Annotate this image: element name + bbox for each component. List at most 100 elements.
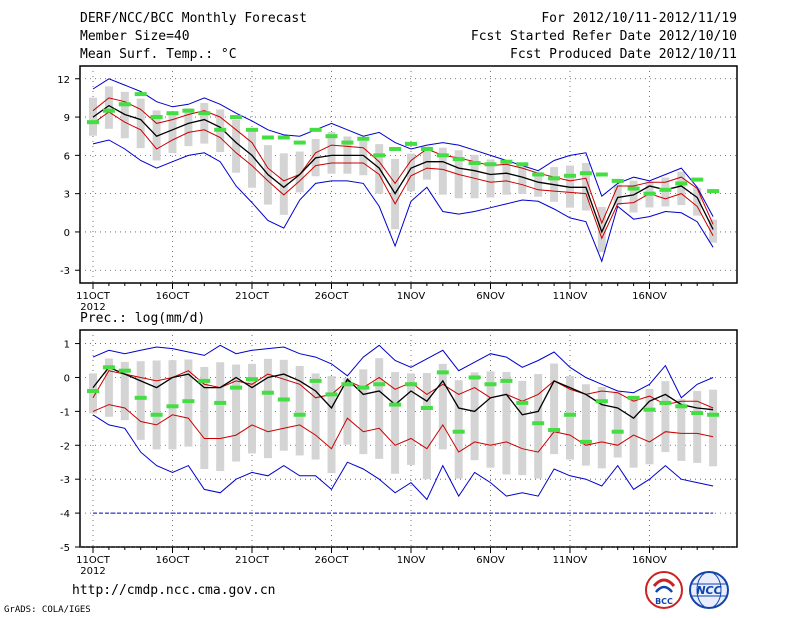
observed-marker: [691, 177, 704, 182]
y-tick-label: 3: [64, 190, 70, 201]
observed-marker: [246, 127, 258, 132]
footer-url[interactable]: http://cmdp.ncc.cma.gov.cn: [72, 583, 276, 598]
observed-marker: [102, 108, 115, 113]
spread-box: [359, 369, 368, 455]
spread-box: [613, 391, 622, 458]
spread-box: [566, 165, 574, 208]
spread-box: [454, 380, 463, 479]
y-tick-label: 0: [64, 373, 70, 384]
x-year-label: 2012: [80, 302, 105, 313]
spread-box: [709, 219, 718, 243]
x-tick-label: 11OCT: [76, 291, 111, 302]
observed-marker: [341, 382, 354, 387]
observed-marker: [420, 146, 433, 151]
x-tick-label: 21OCT: [235, 291, 270, 302]
spread-box: [534, 171, 543, 197]
spread-box: [677, 399, 686, 461]
observed-marker: [198, 111, 211, 116]
spread-box: [534, 374, 543, 479]
spread-box: [693, 187, 702, 216]
observed-marker: [579, 171, 592, 176]
observed-marker: [627, 395, 640, 400]
spread-box: [407, 153, 415, 192]
observed-marker: [198, 378, 211, 383]
observed-marker: [595, 172, 608, 177]
observed-marker: [675, 181, 688, 186]
spread-box: [518, 166, 527, 194]
observed-marker: [579, 439, 592, 444]
x-tick-label: 26OCT: [315, 555, 350, 566]
observed-marker: [277, 135, 290, 140]
observed-marker: [341, 140, 354, 145]
y-tick-label: -3: [60, 475, 70, 486]
observed-marker: [516, 162, 529, 167]
spread-box: [359, 140, 368, 176]
y-tick-label: -3: [60, 266, 70, 277]
series-line-mean: [92, 104, 714, 234]
observed-marker: [691, 411, 704, 416]
series-line-mean: [92, 366, 714, 420]
observed-marker: [659, 187, 672, 192]
observed-marker: [373, 153, 386, 158]
bcc-logo-text: BCC: [655, 597, 673, 606]
plot-frame: [79, 65, 738, 284]
series-line-p_high: [92, 370, 714, 409]
observed-marker: [564, 173, 576, 178]
observed-marker: [611, 429, 624, 434]
member-size-label: Member Size=40: [80, 29, 190, 44]
spread-box: [89, 373, 97, 414]
observed-marker: [484, 382, 497, 387]
spread-box: [311, 373, 320, 460]
observed-marker: [548, 428, 561, 433]
spread-box: [200, 103, 209, 144]
spread-box: [422, 146, 431, 180]
observed-marker: [230, 385, 243, 390]
series-line-p_low: [92, 111, 714, 240]
spread-box: [200, 366, 209, 470]
observed-marker: [405, 141, 417, 146]
spread-box: [470, 372, 479, 461]
observed-marker: [611, 178, 624, 183]
observed-marker: [293, 140, 306, 145]
observed-marker: [484, 162, 497, 167]
spread-box: [709, 389, 718, 467]
variable-label: Mean Surf. Temp.: °C: [80, 47, 237, 62]
spread-box: [407, 373, 415, 465]
observed-marker: [675, 404, 688, 409]
observed-marker: [707, 412, 720, 417]
observed-marker: [118, 368, 131, 373]
plot-frame: [79, 329, 738, 548]
forecast-produced-date: Fcst Produced Date 2012/10/11: [510, 47, 737, 62]
observed-marker: [500, 378, 513, 383]
spread-box: [661, 177, 670, 207]
spread-box: [375, 358, 384, 459]
observed-marker: [659, 400, 672, 405]
ncc-logo-text: NCC: [696, 584, 721, 597]
observed-marker: [150, 412, 163, 417]
observed-marker: [293, 412, 306, 417]
observed-marker: [643, 191, 656, 196]
y-tick-label: 1: [64, 340, 70, 351]
observed-marker: [373, 382, 386, 387]
spread-box: [486, 159, 495, 198]
spread-box: [152, 360, 161, 450]
observed-marker: [436, 153, 449, 158]
observed-marker: [595, 399, 608, 404]
x-year-label: 2012: [80, 566, 105, 577]
observed-marker: [214, 127, 227, 132]
spread-box: [104, 358, 113, 417]
observed-marker: [87, 120, 99, 125]
observed-marker: [182, 399, 195, 404]
bcc-logo: BCC: [645, 571, 683, 609]
observed-marker: [261, 135, 274, 140]
observed-marker: [102, 365, 115, 370]
spread-box: [518, 380, 527, 476]
spread-box: [693, 391, 702, 463]
series-line-max: [92, 78, 714, 217]
spread-box: [486, 371, 495, 468]
x-tick-label: 26OCT: [315, 291, 350, 302]
y-tick-label: 6: [64, 151, 70, 162]
spread-box: [295, 365, 304, 456]
